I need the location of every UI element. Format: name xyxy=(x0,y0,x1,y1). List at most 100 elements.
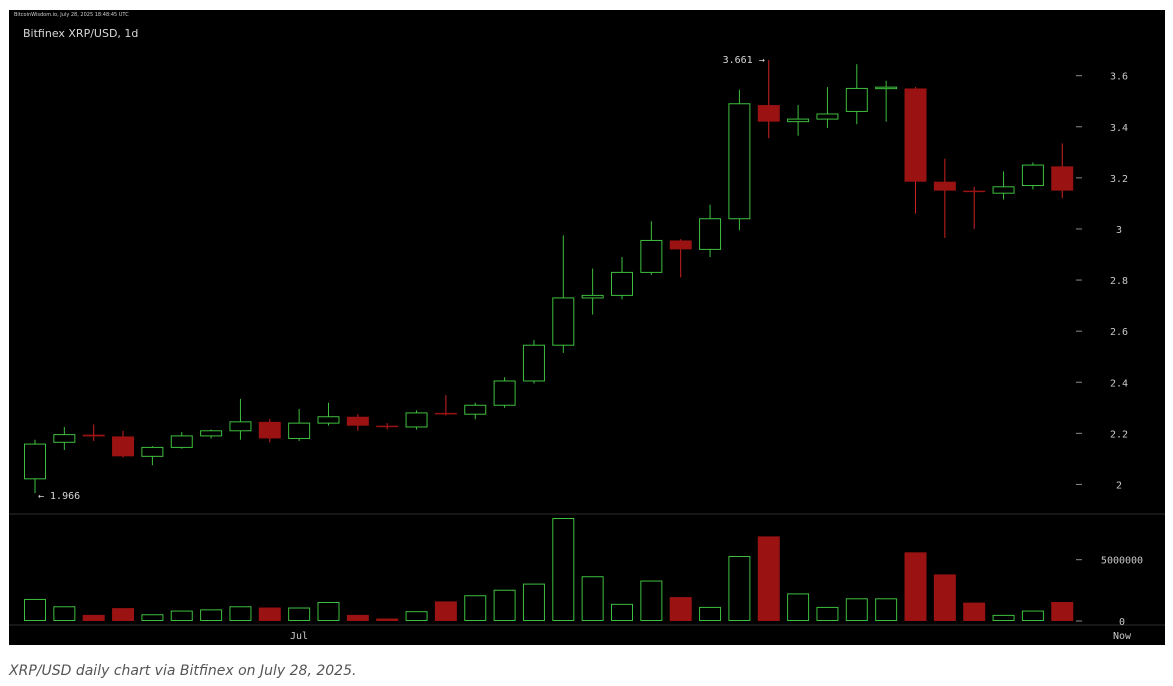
candle-body xyxy=(405,412,428,428)
candle[interactable] xyxy=(728,89,751,231)
candle[interactable] xyxy=(434,395,457,416)
candle[interactable] xyxy=(992,171,1015,200)
volume-bar xyxy=(170,610,193,622)
candle[interactable] xyxy=(669,239,692,278)
candle[interactable] xyxy=(875,80,898,122)
price-tick-label: 2.6 xyxy=(1110,327,1128,338)
price-tick-label: 3 xyxy=(1116,225,1122,236)
candle[interactable] xyxy=(170,432,193,449)
candle-body xyxy=(933,181,956,191)
candle-body xyxy=(112,436,135,457)
candle[interactable] xyxy=(288,409,311,442)
candle-body xyxy=(229,421,252,432)
volume-bar xyxy=(229,606,252,621)
candle[interactable] xyxy=(258,419,281,443)
candle[interactable] xyxy=(493,377,516,408)
volume-bar xyxy=(963,602,986,621)
candle[interactable] xyxy=(640,221,663,275)
volume-bar xyxy=(112,608,135,621)
time-tick-label: Jul xyxy=(290,631,308,642)
price-tick-label: 2.8 xyxy=(1110,276,1128,287)
candle[interactable] xyxy=(1051,143,1074,199)
volume-bar xyxy=(787,593,810,621)
candle[interactable] xyxy=(757,60,780,139)
candle[interactable] xyxy=(229,398,252,440)
candle[interactable] xyxy=(53,426,76,450)
candle[interactable] xyxy=(787,105,810,136)
candle[interactable] xyxy=(963,186,986,229)
candle-body xyxy=(669,240,692,250)
volume-bar xyxy=(875,598,898,622)
volume-bar xyxy=(405,611,428,622)
volume-bar xyxy=(141,614,164,622)
price-tick-label: 3.4 xyxy=(1110,123,1128,134)
candle[interactable] xyxy=(904,87,927,214)
volume-bar xyxy=(434,601,457,621)
candle-body xyxy=(82,434,105,437)
candle-body xyxy=(757,105,780,122)
volume-bar xyxy=(904,552,927,621)
volume-bar xyxy=(757,536,780,621)
price-axis: 2 2.2 2.4 2.6 2.8 3 3.2 3.4 3.6 xyxy=(1076,72,1128,491)
candle-body xyxy=(317,416,340,424)
volume-bar xyxy=(288,607,311,621)
volume-bar xyxy=(992,614,1015,621)
volume-bar xyxy=(258,607,281,621)
volume-bar xyxy=(53,606,76,621)
candle[interactable] xyxy=(1021,162,1044,190)
time-tick-label: Now xyxy=(1113,631,1132,642)
volume-bar xyxy=(346,614,369,621)
time-axis: Jul Now xyxy=(290,631,1132,642)
chart-canvas[interactable]: 2 2.2 2.4 2.6 2.8 3 3.2 3.4 3.6 0 5000000 3.661 →… xyxy=(9,10,1165,645)
candle-body xyxy=(640,239,663,273)
candle[interactable] xyxy=(845,64,868,125)
candle-body xyxy=(1021,164,1044,187)
candle-body xyxy=(963,190,986,193)
candle[interactable] xyxy=(346,414,369,431)
candle-body xyxy=(816,113,839,120)
volume-bar xyxy=(317,601,340,621)
candle[interactable] xyxy=(699,204,722,258)
candle[interactable] xyxy=(112,430,135,458)
price-annotations: 3.661 → ← 1.966 xyxy=(38,55,765,502)
candle-body xyxy=(581,294,604,299)
candle[interactable] xyxy=(611,257,633,300)
candle[interactable] xyxy=(522,340,545,384)
candle[interactable] xyxy=(405,410,428,430)
volume-bar xyxy=(200,609,223,622)
candle[interactable] xyxy=(816,87,839,129)
price-tick-label: 2.4 xyxy=(1110,378,1128,389)
price-tick-label: 3.2 xyxy=(1110,174,1128,185)
candle-body xyxy=(552,297,575,346)
candle[interactable] xyxy=(552,235,575,353)
candle-body xyxy=(434,412,457,415)
volume-tick-label: 5000000 xyxy=(1101,556,1143,567)
candle-body xyxy=(493,380,516,406)
candle-body xyxy=(787,118,810,123)
candle[interactable] xyxy=(82,424,105,442)
candle-body xyxy=(1051,166,1074,191)
candle[interactable] xyxy=(376,423,399,430)
candle[interactable] xyxy=(581,268,604,315)
price-tick-label: 2.2 xyxy=(1110,429,1128,440)
candle-body xyxy=(376,425,399,428)
candle[interactable] xyxy=(141,446,164,466)
candle[interactable] xyxy=(24,439,46,494)
candle[interactable] xyxy=(464,402,487,420)
candle-body xyxy=(346,416,369,426)
candle[interactable] xyxy=(317,402,340,426)
volume-tick-label: 0 xyxy=(1119,617,1125,628)
price-tick-label: 3.6 xyxy=(1110,72,1128,83)
candle[interactable] xyxy=(933,158,956,238)
watermark: BitcoinWisdom.io, July 28, 2025 18:48:45… xyxy=(14,12,129,18)
volume-bar xyxy=(552,518,575,621)
chart-frame: 2 2.2 2.4 2.6 2.8 3 3.2 3.4 3.6 0 5000000 3.661 →… xyxy=(9,10,1165,645)
volume-bar xyxy=(669,597,692,621)
volume-bar xyxy=(24,598,46,622)
volume-bar xyxy=(816,606,839,621)
candle-body xyxy=(845,87,868,112)
candle-body xyxy=(200,430,223,437)
price-tick-label: 2 xyxy=(1116,480,1122,491)
candle-body xyxy=(611,271,633,296)
candle[interactable] xyxy=(200,429,223,439)
